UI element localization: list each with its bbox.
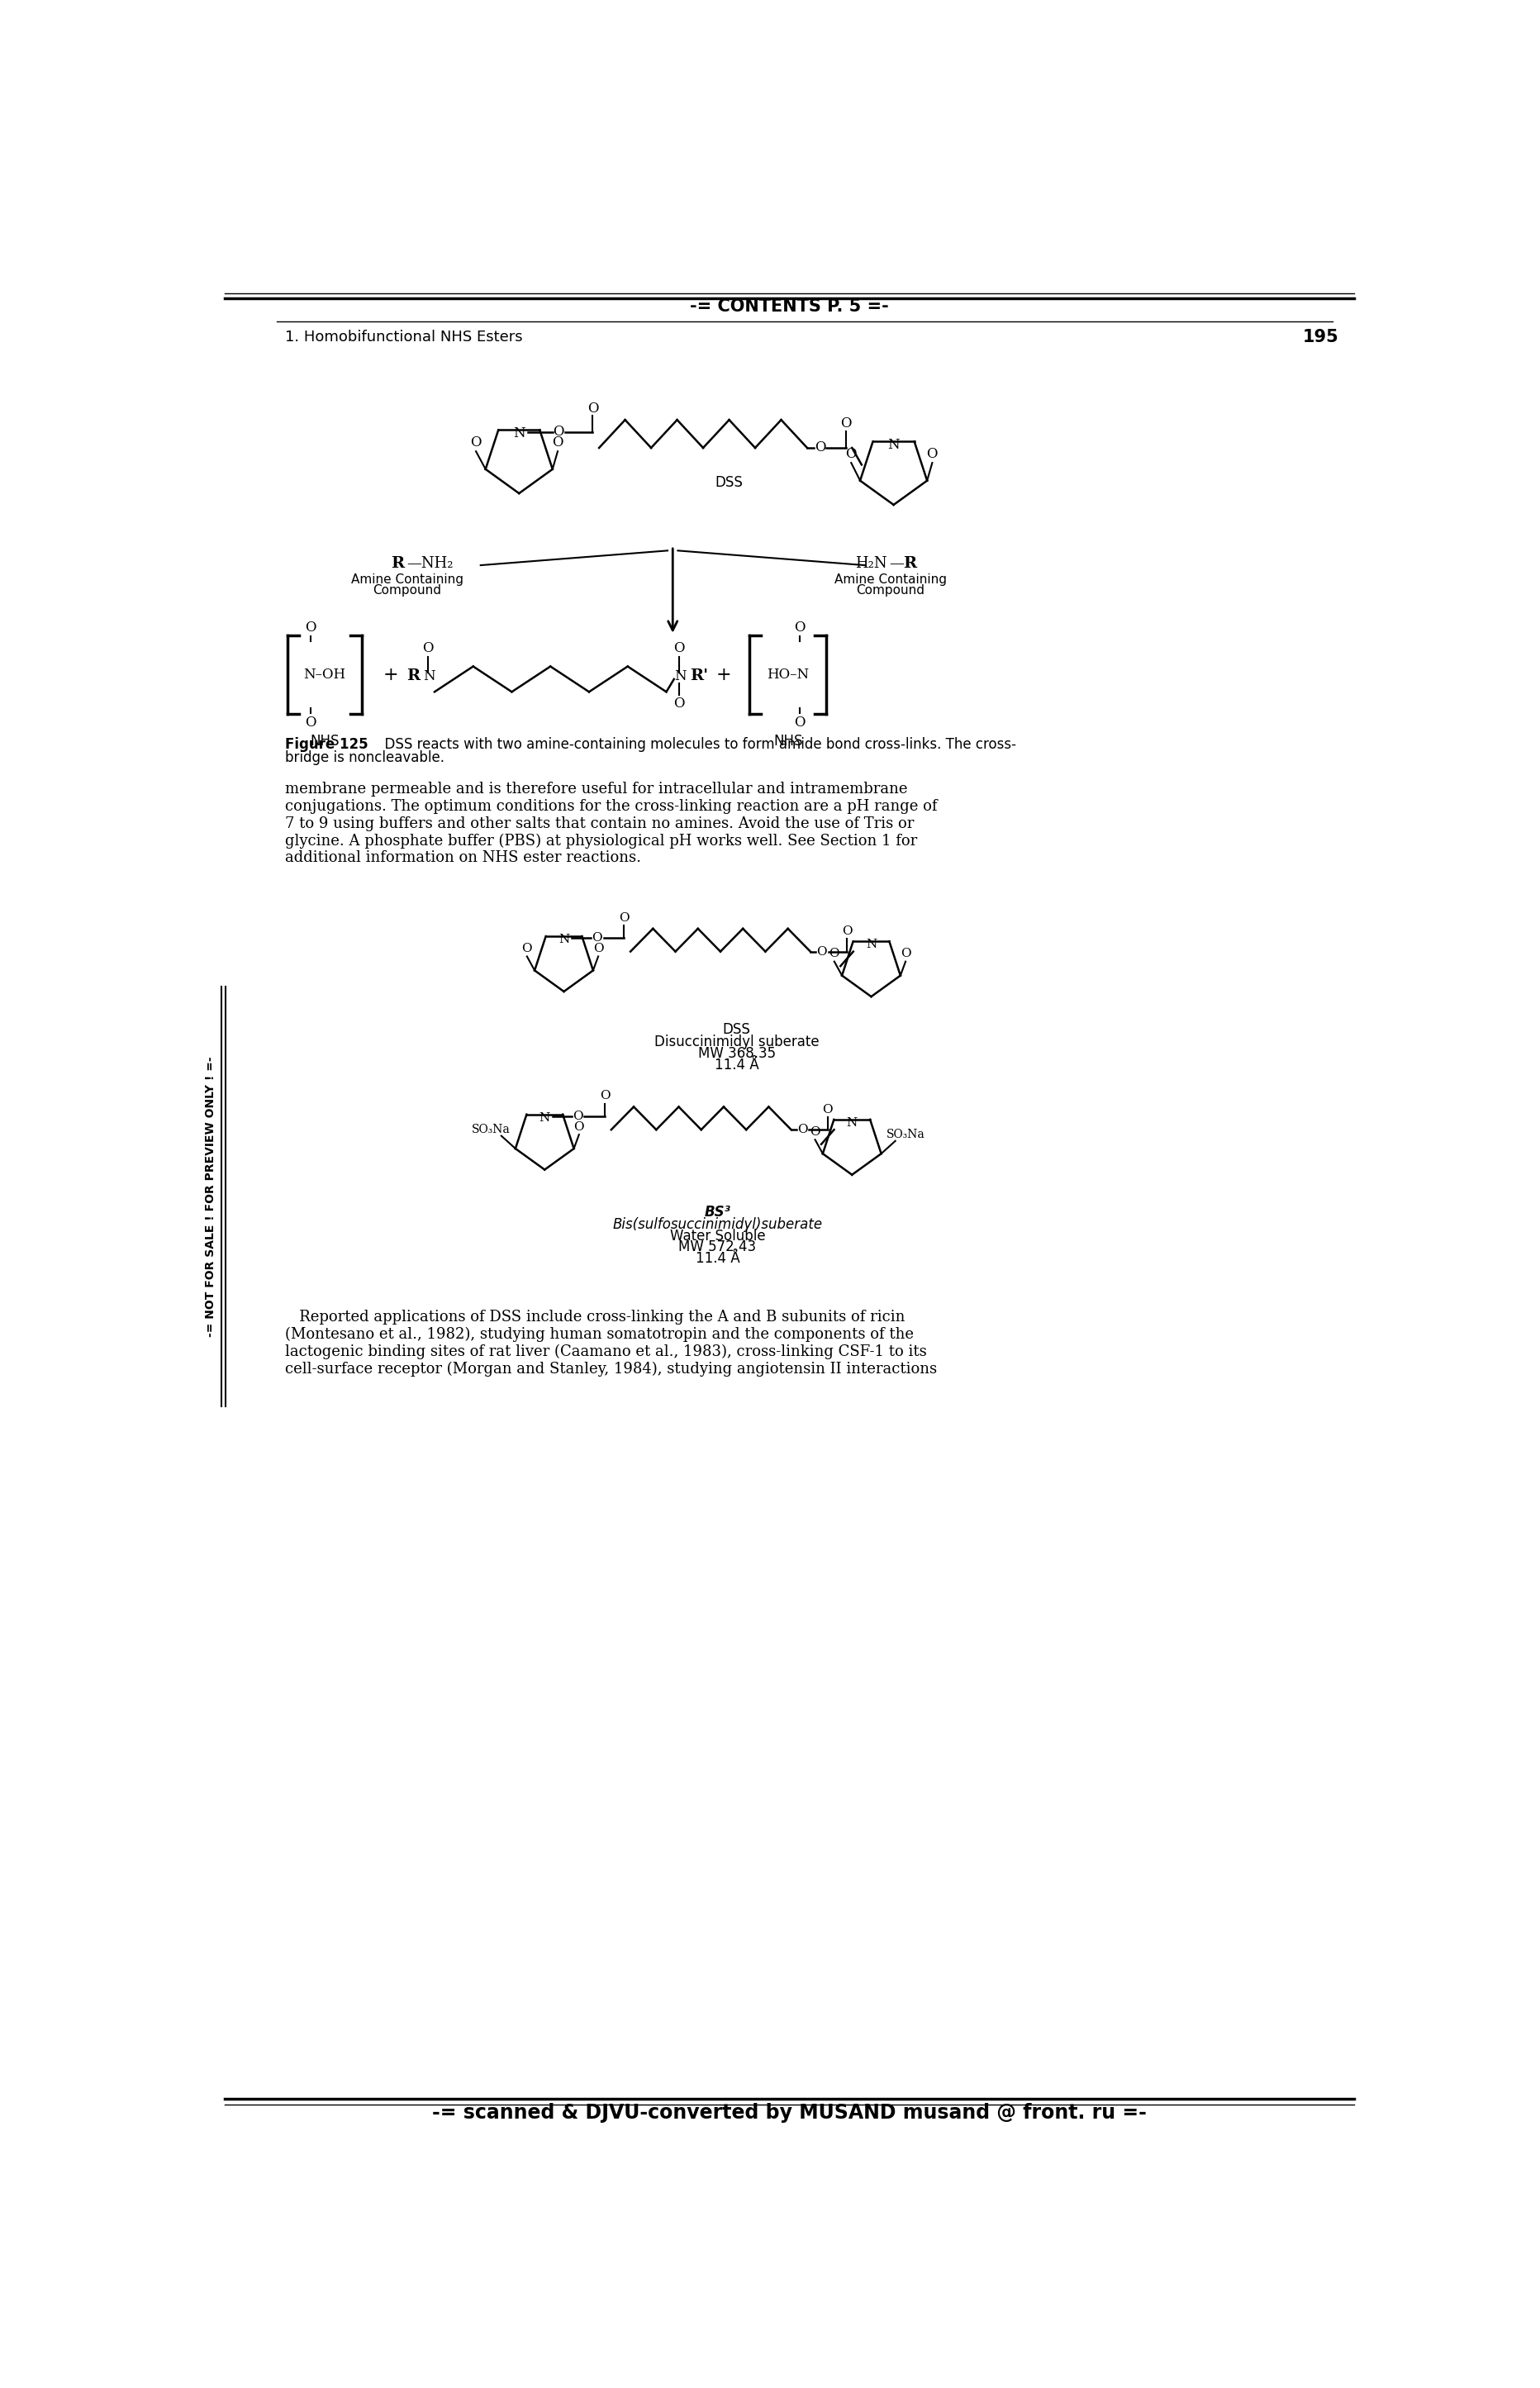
Text: NHS: NHS [773,733,802,747]
Text: —NH₂: —NH₂ [407,556,454,571]
Text: O: O [810,1127,821,1137]
Text: NHS: NHS [310,733,339,747]
Text: R: R [391,556,403,571]
Text: +: + [383,666,399,683]
Text: R': R' [690,669,708,683]
Text: O: O [795,621,805,635]
Text: O: O [822,1103,833,1115]
Text: O: O [470,435,482,449]
Text: -= NOT FOR SALE ! FOR PREVIEW ONLY ! =-: -= NOT FOR SALE ! FOR PREVIEW ONLY ! =- [205,1055,216,1337]
Text: O: O [551,435,564,449]
Text: O: O [599,1091,610,1101]
Text: O: O [619,912,630,924]
Text: O: O [673,642,685,657]
Text: O: O [845,447,856,461]
Text: R: R [407,669,420,683]
Text: O: O [815,442,825,454]
Text: DSS reacts with two amine-containing molecules to form amide bond cross-links. T: DSS reacts with two amine-containing mol… [376,738,1016,752]
Text: O: O [901,948,910,960]
Text: N: N [887,437,899,451]
Text: Disuccinimidyl suberate: Disuccinimidyl suberate [654,1034,819,1048]
Text: bridge is noncleavable.: bridge is noncleavable. [285,750,445,764]
Text: O: O [593,943,604,955]
Text: 1. Homobifunctional NHS Esters: 1. Homobifunctional NHS Esters [285,330,524,344]
Text: 195: 195 [1303,330,1338,346]
Text: conjugations. The optimum conditions for the cross-linking reaction are a pH ran: conjugations. The optimum conditions for… [285,800,938,814]
Text: O: O [422,642,434,657]
Text: N: N [539,1113,550,1122]
Text: Compound: Compound [856,585,924,597]
Text: O: O [522,943,533,955]
Text: SO₃Na: SO₃Na [886,1130,926,1141]
Text: O: O [927,447,938,461]
Text: +: + [716,666,731,683]
Text: (Montesano et al., 1982), studying human somatotropin and the components of the: (Montesano et al., 1982), studying human… [285,1328,915,1342]
Text: O: O [816,946,827,958]
Text: O: O [839,416,852,430]
Text: N: N [865,938,876,950]
Text: -= scanned & DJVU-converted by MUSAND musand @ front. ru =-: -= scanned & DJVU-converted by MUSAND mu… [433,2104,1146,2123]
Text: O: O [795,716,805,728]
Text: additional information on NHS ester reactions.: additional information on NHS ester reac… [285,850,642,864]
Text: cell-surface receptor (Morgan and Stanley, 1984), studying angiotensin II intera: cell-surface receptor (Morgan and Stanle… [285,1361,938,1375]
Text: R: R [904,556,916,571]
Text: Water Soluble: Water Soluble [670,1227,765,1244]
Text: BS³: BS³ [704,1206,730,1220]
Text: O: O [305,621,316,635]
Text: O: O [553,425,564,439]
Text: Figure 125: Figure 125 [285,738,368,752]
Text: N–OH: N–OH [303,669,347,681]
Text: 7 to 9 using buffers and other salts that contain no amines. Avoid the use of Tr: 7 to 9 using buffers and other salts tha… [285,817,915,831]
Text: MW 572.43: MW 572.43 [679,1239,756,1254]
Text: MW 368.35: MW 368.35 [698,1046,776,1060]
Text: glycine. A phosphate buffer (PBS) at physiological pH works well. See Section 1 : glycine. A phosphate buffer (PBS) at phy… [285,833,918,848]
Text: -= CONTENTS P. 5 =-: -= CONTENTS P. 5 =- [690,298,889,315]
Text: lactogenic binding sites of rat liver (Caamano et al., 1983), cross-linking CSF-: lactogenic binding sites of rat liver (C… [285,1344,927,1359]
Text: O: O [574,1120,584,1132]
Text: HO–N: HO–N [767,669,809,681]
Text: Amine Containing: Amine Containing [835,573,947,585]
Text: O: O [829,948,839,960]
Text: N: N [847,1118,858,1130]
Text: SO₃Na: SO₃Na [471,1125,510,1134]
Text: Compound: Compound [373,585,442,597]
Text: 11.4 Å: 11.4 Å [696,1251,739,1266]
Text: Amine Containing: Amine Containing [351,573,464,585]
Text: DSS: DSS [722,1022,750,1036]
Text: 11.4 Å: 11.4 Å [715,1058,759,1072]
Text: H₂N: H₂N [855,556,887,571]
Text: O: O [587,401,598,416]
Text: Bis(sulfosuccinimidyl)suberate: Bis(sulfosuccinimidyl)suberate [613,1218,822,1232]
Text: N: N [513,425,525,439]
Text: O: O [673,697,685,709]
Text: —: — [889,556,904,571]
Text: O: O [591,931,602,943]
Text: N: N [559,934,570,946]
Text: membrane permeable and is therefore useful for intracellular and intramembrane: membrane permeable and is therefore usef… [285,781,909,798]
Text: O: O [573,1110,584,1122]
Text: O: O [305,716,316,728]
Text: O: O [798,1125,809,1134]
Text: N: N [424,669,436,683]
Text: N: N [675,669,687,683]
Text: DSS: DSS [715,475,742,490]
Text: O: O [842,927,852,936]
Text: Reported applications of DSS include cross-linking the A and B subunits of ricin: Reported applications of DSS include cro… [285,1311,906,1325]
